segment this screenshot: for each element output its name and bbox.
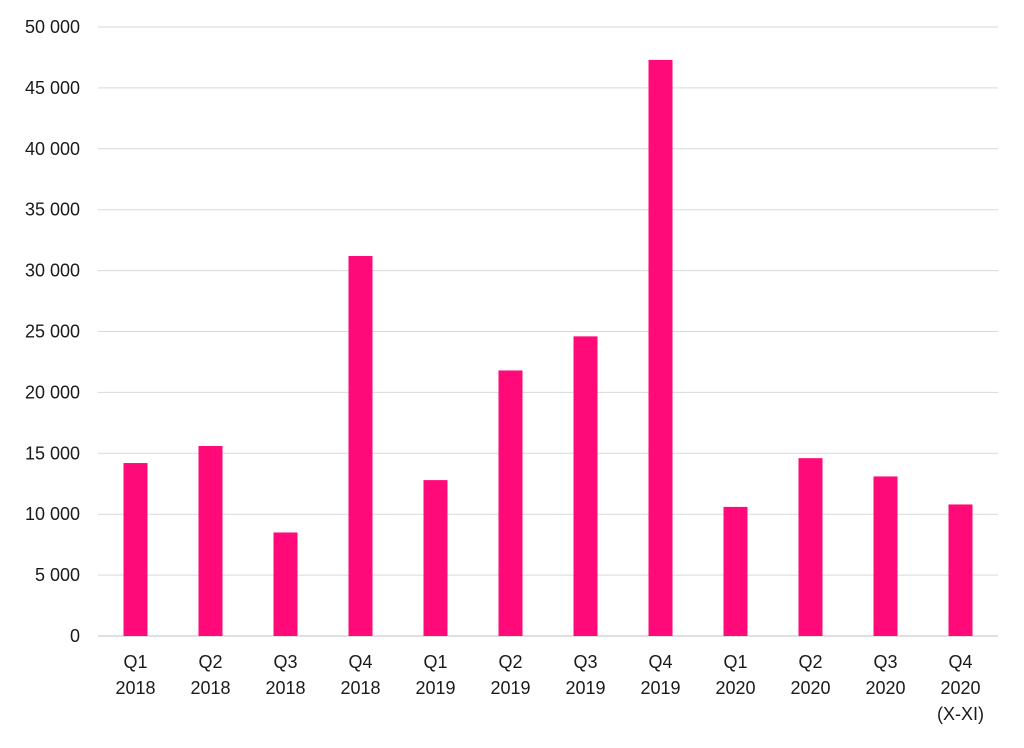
x-tick-label-line: Q1 bbox=[423, 652, 447, 672]
x-tick-label-line: Q2 bbox=[198, 652, 222, 672]
x-tick-label: Q1 2020 bbox=[715, 652, 755, 698]
x-tick-label-line: 2020 bbox=[715, 678, 755, 698]
y-tick-label: 40 000 bbox=[25, 139, 80, 159]
x-tick-label-line: 2019 bbox=[490, 678, 530, 698]
y-tick-label: 50 000 bbox=[25, 17, 80, 37]
x-tick-label-line: Q1 bbox=[723, 652, 747, 672]
x-tick-label-line: Q3 bbox=[573, 652, 597, 672]
bar bbox=[198, 445, 223, 636]
gridlines bbox=[98, 26, 998, 637]
x-tick-label-line: Q3 bbox=[873, 652, 897, 672]
x-tick-label: Q4 2018 bbox=[340, 652, 380, 698]
x-axis-category-labels: Q1 2018 Q2 2018 Q3 2018 Q4 2018 Q1 2019 Q2 2019 Q3 20… bbox=[115, 652, 984, 724]
x-tick-label-line: Q2 bbox=[798, 652, 822, 672]
bar bbox=[123, 463, 148, 636]
x-tick-label-line: 2019 bbox=[640, 678, 680, 698]
x-tick-label-line: (X-XI) bbox=[937, 704, 984, 724]
y-tick-label: 15 000 bbox=[25, 443, 80, 463]
bar bbox=[348, 255, 373, 636]
x-tick-label-line: Q1 bbox=[123, 652, 147, 672]
x-tick-label-line: 2020 bbox=[865, 678, 905, 698]
x-tick-label: Q3 2019 bbox=[565, 652, 605, 698]
x-tick-label-line: 2018 bbox=[340, 678, 380, 698]
y-tick-label: 45 000 bbox=[25, 78, 80, 98]
x-tick-label-line: Q2 bbox=[498, 652, 522, 672]
x-tick-label-line: 2018 bbox=[115, 678, 155, 698]
x-tick-label-line: 2019 bbox=[565, 678, 605, 698]
x-tick-label-line: Q3 bbox=[273, 652, 297, 672]
x-tick-label: Q4 2019 bbox=[640, 652, 680, 698]
bar bbox=[723, 506, 748, 636]
x-tick-label-line: Q4 bbox=[648, 652, 672, 672]
y-tick-label: 10 000 bbox=[25, 504, 80, 524]
x-tick-label: Q1 2018 bbox=[115, 652, 155, 698]
bar bbox=[273, 532, 298, 636]
y-axis-tick-labels: 0 5 000 10 000 15 000 20 000 25 000 30 000 35 0… bbox=[25, 17, 80, 646]
bar bbox=[498, 370, 523, 636]
x-tick-label-line: Q4 bbox=[948, 652, 972, 672]
x-tick-label-line: 2020 bbox=[940, 678, 980, 698]
y-tick-label: 35 000 bbox=[25, 200, 80, 220]
bar bbox=[573, 336, 598, 636]
y-tick-label: 20 000 bbox=[25, 382, 80, 402]
bar bbox=[873, 476, 898, 636]
x-tick-label-line: 2018 bbox=[190, 678, 230, 698]
bar bbox=[798, 458, 823, 636]
x-tick-label-line: 2020 bbox=[790, 678, 830, 698]
x-tick-label: Q3 2020 bbox=[865, 652, 905, 698]
bar bbox=[948, 504, 973, 636]
x-tick-label: Q3 2018 bbox=[265, 652, 305, 698]
x-tick-label: Q1 2019 bbox=[415, 652, 455, 698]
y-tick-label: 30 000 bbox=[25, 261, 80, 281]
bar bbox=[423, 480, 448, 636]
x-tick-label: Q2 2020 bbox=[790, 652, 830, 698]
x-tick-label: Q2 2018 bbox=[190, 652, 230, 698]
bar bbox=[648, 59, 673, 637]
x-tick-label-line: 2019 bbox=[415, 678, 455, 698]
x-tick-label-line: Q4 bbox=[348, 652, 372, 672]
y-tick-label: 5 000 bbox=[35, 565, 80, 585]
x-tick-label: Q2 2019 bbox=[490, 652, 530, 698]
y-tick-label: 25 000 bbox=[25, 322, 80, 342]
y-tick-label: 0 bbox=[70, 626, 80, 646]
x-tick-label: Q4 2020 (X-XI) bbox=[937, 652, 984, 724]
x-tick-label-line: 2018 bbox=[265, 678, 305, 698]
bars bbox=[123, 59, 973, 637]
